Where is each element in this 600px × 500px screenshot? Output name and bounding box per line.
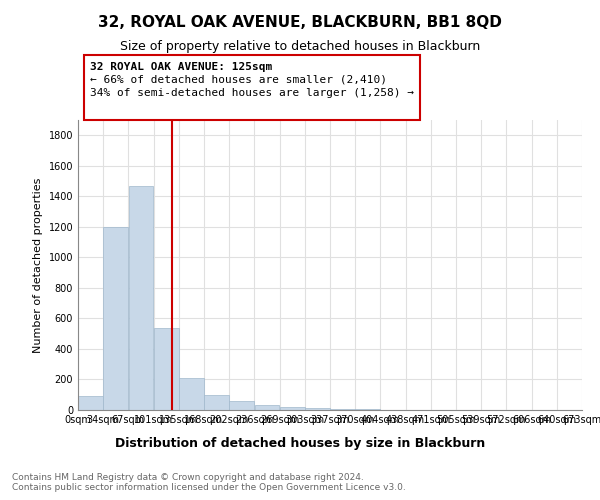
Bar	[355, 409, 380, 410]
Bar	[128, 186, 154, 410]
Text: 34% of semi-detached houses are larger (1,258) →: 34% of semi-detached houses are larger (…	[90, 88, 414, 98]
Bar	[280, 407, 305, 410]
Bar	[305, 408, 330, 410]
Text: 32 ROYAL OAK AVENUE: 125sqm: 32 ROYAL OAK AVENUE: 125sqm	[90, 62, 272, 72]
Text: ← 66% of detached houses are smaller (2,410): ← 66% of detached houses are smaller (2,…	[90, 75, 387, 85]
Bar	[154, 328, 179, 410]
Text: Distribution of detached houses by size in Blackburn: Distribution of detached houses by size …	[115, 438, 485, 450]
Bar	[204, 394, 229, 410]
Bar	[78, 396, 103, 410]
Text: Size of property relative to detached houses in Blackburn: Size of property relative to detached ho…	[120, 40, 480, 53]
Text: 32, ROYAL OAK AVENUE, BLACKBURN, BB1 8QD: 32, ROYAL OAK AVENUE, BLACKBURN, BB1 8QD	[98, 15, 502, 30]
Y-axis label: Number of detached properties: Number of detached properties	[33, 178, 43, 352]
Bar	[330, 409, 355, 410]
Bar	[254, 404, 280, 410]
Text: Contains HM Land Registry data © Crown copyright and database right 2024.
Contai: Contains HM Land Registry data © Crown c…	[12, 472, 406, 492]
Bar	[179, 378, 204, 410]
Bar	[229, 401, 254, 410]
Bar	[103, 227, 128, 410]
